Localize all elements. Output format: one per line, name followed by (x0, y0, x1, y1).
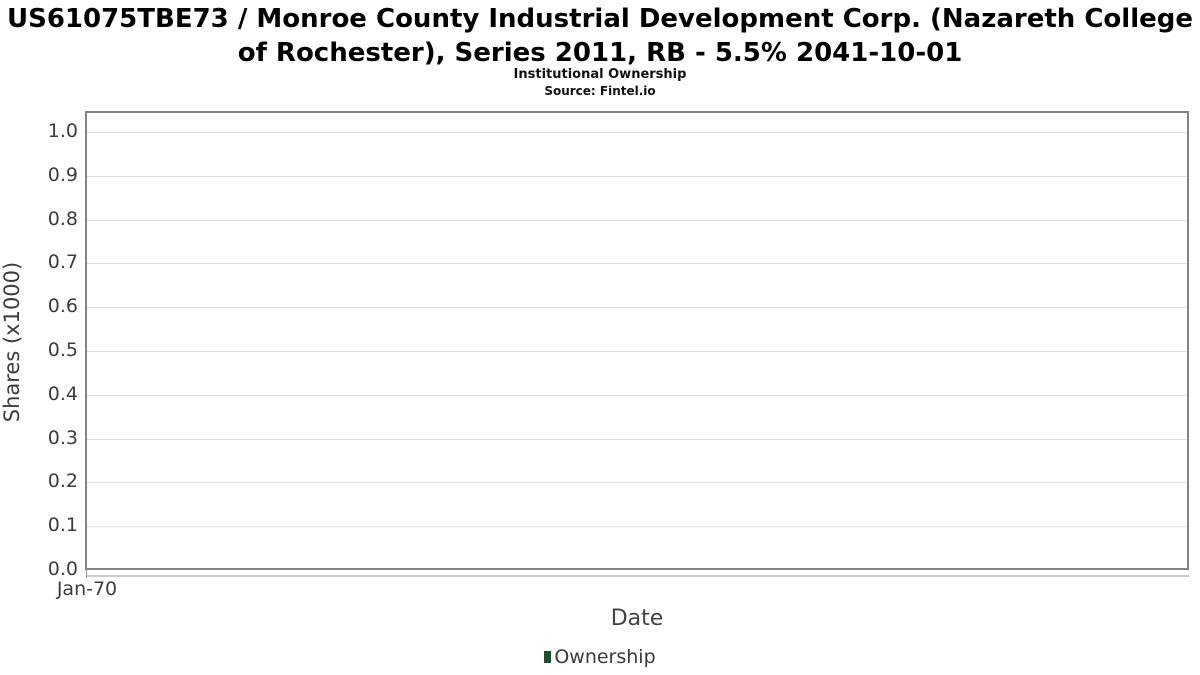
gridline (87, 438, 1187, 440)
chart-source: Source: Fintel.io (544, 84, 656, 98)
y-tick-label: 0.3 (47, 426, 78, 449)
legend: Ownership (0, 646, 1200, 668)
legend-label-ownership[interactable]: Ownership (554, 646, 656, 668)
y-tick-label: 0.7 (47, 251, 78, 274)
y-tick-label: 0.2 (47, 470, 78, 493)
x-axis-label: Date (610, 606, 664, 631)
gridline (87, 526, 1187, 528)
chart-title: US61075TBE73 / Monroe County Industrial … (6, 4, 1193, 68)
gridline (87, 263, 1187, 265)
y-tick-label: 0.0 (47, 558, 78, 580)
gridline (87, 307, 1187, 309)
gridline (87, 132, 1187, 133)
y-tick-label: 0.8 (47, 207, 78, 230)
y-tick-label: 0.5 (47, 339, 78, 361)
gridline (87, 351, 1187, 352)
x-tick-mark (86, 570, 87, 578)
plot-area (85, 111, 1189, 570)
y-tick-label: 0.6 (47, 295, 78, 318)
legend-marker-ownership[interactable] (544, 651, 552, 663)
gridline (87, 219, 1187, 221)
x-axis-line (86, 575, 1189, 577)
gridline (87, 394, 1187, 396)
y-tick-label: 0.9 (47, 163, 78, 186)
gridline (87, 175, 1187, 177)
gridline (87, 482, 1187, 484)
chart-subtitle: Institutional Ownership (513, 67, 687, 82)
y-tick-label: 0.1 (47, 514, 78, 537)
x-tick-label: Jan-70 (56, 578, 118, 600)
y-tick-label: 1.0 (47, 120, 78, 142)
y-tick-label: 0.4 (47, 382, 78, 405)
